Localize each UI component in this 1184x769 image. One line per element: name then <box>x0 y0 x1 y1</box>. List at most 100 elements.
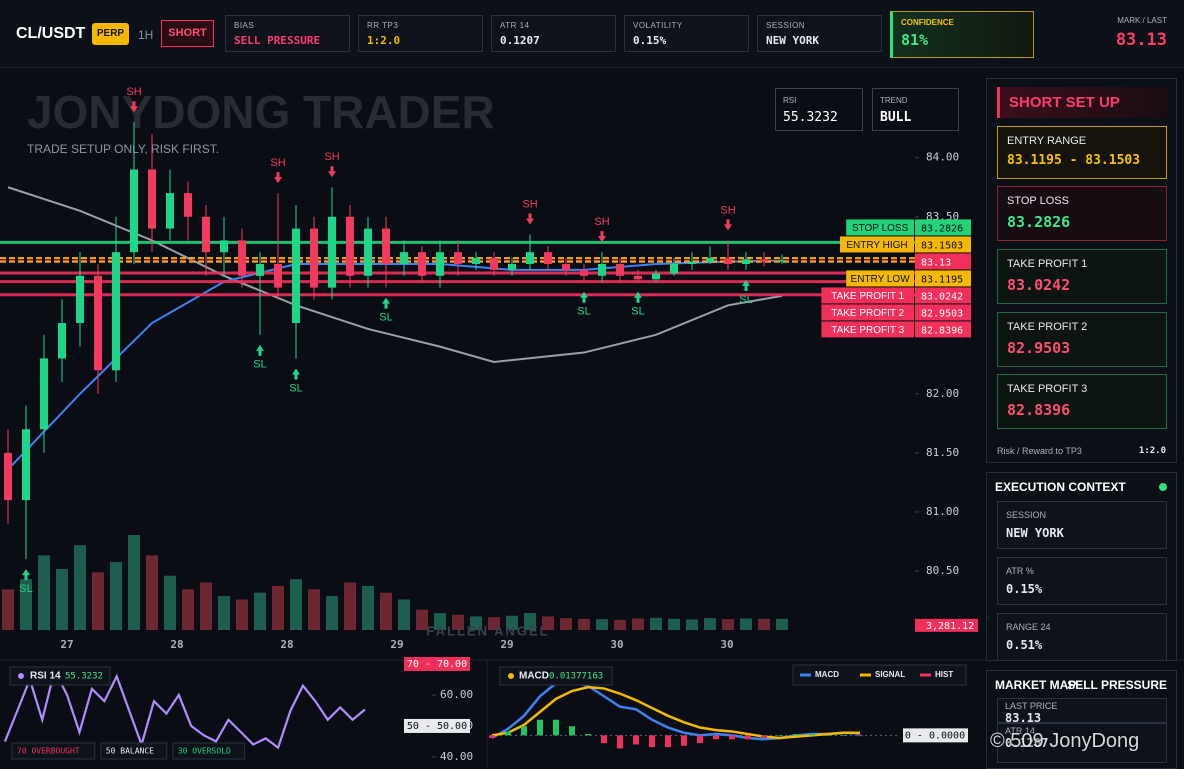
y-tick-label: 82.00 <box>926 387 959 400</box>
candle-body <box>706 258 714 262</box>
signal-arrow <box>22 569 30 581</box>
volume-bar <box>164 575 176 630</box>
x-tick-label: 30 <box>610 638 623 651</box>
hist-bar <box>809 734 815 736</box>
signal-label: SL <box>739 294 752 306</box>
confidence-box: CONFIDENCE 81% <box>890 11 1034 58</box>
candle-body <box>184 193 192 217</box>
stat-value: 0.15% <box>633 34 667 47</box>
volume-bar <box>110 562 122 630</box>
level-tag <box>846 219 914 236</box>
map-card: ATR 14 0.1207 <box>997 723 1167 763</box>
hist-bar <box>505 731 511 736</box>
candle-body <box>688 261 696 264</box>
legend-label: 70 OVERBOUGHT <box>17 747 80 756</box>
x-tick-label: 29 <box>390 638 403 651</box>
volume-bar <box>668 618 680 630</box>
hist-bar <box>697 735 703 744</box>
volume-bar <box>434 613 446 630</box>
level-tag <box>404 718 470 733</box>
signal-label: SL <box>631 306 644 318</box>
volume-bar <box>758 618 770 630</box>
price-tag-value: 83.0242 <box>921 291 963 302</box>
volume-tag <box>915 618 978 632</box>
stat-box: ATR 14 0.1207 <box>491 15 616 52</box>
level-tag <box>840 236 914 253</box>
x-tick-label: 27 <box>60 638 73 651</box>
volume-tag-label: 3,281.12 <box>926 621 974 632</box>
legend-label: MACD <box>815 670 839 679</box>
signal-arrow <box>256 344 264 356</box>
candle-body <box>112 252 120 371</box>
y-tick-label: 84.00 <box>926 151 959 164</box>
stat-value: NEW YORK <box>766 34 819 47</box>
candle-body <box>562 263 570 270</box>
candle-body <box>292 228 300 324</box>
hist-bar <box>681 735 687 746</box>
price-plot <box>0 101 915 630</box>
price-tag-value: 82.8396 <box>921 325 963 336</box>
mark-label: MARK / LAST <box>1117 16 1167 25</box>
confidence-label: CONFIDENCE <box>901 18 954 27</box>
price-tag <box>915 219 971 236</box>
candle-body <box>670 263 678 274</box>
x-tick-label: 28 <box>170 638 183 651</box>
volume-bar <box>182 589 194 630</box>
side-chip: SHORT <box>161 20 214 47</box>
y-tick-label: 80.50 <box>926 564 959 577</box>
target-card: TAKE PROFIT 3 82.8396 <box>997 374 1167 429</box>
candle-body <box>778 260 786 262</box>
stat-box: BIAS SELL PRESSURE <box>225 15 350 52</box>
volume-bar <box>452 614 464 630</box>
candle-body <box>436 252 444 276</box>
candle-body <box>508 263 516 270</box>
signal-arrow <box>526 213 534 225</box>
volume-bar <box>290 579 302 630</box>
watermark-footer: FALLEN ANGEL <box>426 623 549 638</box>
volume-bar <box>20 579 32 630</box>
candle-body <box>724 258 732 264</box>
macd-line <box>491 680 861 741</box>
level-tag <box>846 270 914 287</box>
indicator-value: 55.3232 <box>65 672 103 682</box>
volume-bar <box>614 619 626 630</box>
candle-body <box>598 263 606 276</box>
volume-bar <box>686 619 698 630</box>
legend-dot <box>18 673 24 679</box>
setup-panel: SHORT SET UP ENTRY RANGE 83.1195 - 83.150… <box>986 78 1177 463</box>
rr-value: 1:2.0 <box>1138 446 1166 456</box>
indicator-box: TREND BULL <box>872 88 959 131</box>
price-tag <box>915 236 971 253</box>
card-value: 83.13 <box>1005 711 1042 725</box>
hist-bar <box>777 735 783 736</box>
volume-bar <box>326 596 338 630</box>
candle-body <box>742 259 750 264</box>
candle-body <box>580 269 588 276</box>
indicator-value: 0.01377163 <box>549 672 603 682</box>
level-tag-label: TAKE PROFIT 3 <box>831 325 904 336</box>
x-tick-label: 30 <box>720 638 733 651</box>
level-tag-label: STOP LOSS <box>852 223 909 234</box>
indicator-box: RSI 55.3232 <box>775 88 863 131</box>
candle-body <box>274 263 282 288</box>
y-tick-label: 81.00 <box>926 505 959 518</box>
level-tag-label: TAKE PROFIT 2 <box>831 308 904 319</box>
price-tag <box>915 304 971 321</box>
signal-arrow <box>580 291 588 303</box>
candle-body <box>490 258 498 270</box>
volume-bar <box>398 599 410 630</box>
legend-label: 50 BALANCE <box>106 747 154 756</box>
candle-body <box>76 275 84 324</box>
signal-label: SH <box>126 86 141 98</box>
market-chip: PERP <box>92 23 129 45</box>
volume-bar <box>74 545 86 630</box>
price-tag <box>915 253 971 270</box>
volume-bar <box>344 582 356 630</box>
map-card: LAST PRICE 83.13 <box>997 698 1167 725</box>
stat-box: RR TP3 1:2.0 <box>358 15 483 52</box>
level-tag <box>821 321 914 338</box>
price-tag-value: 83.1503 <box>921 240 963 251</box>
market-status: SELL PRESSURE <box>1067 678 1167 692</box>
volume-bar <box>146 555 158 630</box>
